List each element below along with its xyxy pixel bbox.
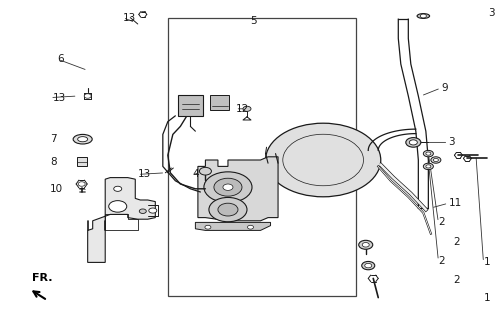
Circle shape <box>266 123 381 197</box>
Circle shape <box>431 157 441 163</box>
Circle shape <box>223 184 233 190</box>
Text: 2: 2 <box>438 217 445 228</box>
Bar <box>77 157 87 166</box>
Text: 4: 4 <box>193 169 199 180</box>
Text: 11: 11 <box>448 198 461 208</box>
Circle shape <box>199 167 211 175</box>
Text: 13: 13 <box>138 169 151 180</box>
Text: 13: 13 <box>123 12 136 23</box>
Text: 2: 2 <box>453 236 460 247</box>
Text: 8: 8 <box>50 156 57 167</box>
Circle shape <box>433 158 438 162</box>
Circle shape <box>420 14 426 18</box>
Text: 3: 3 <box>448 137 455 148</box>
Circle shape <box>423 150 433 157</box>
Bar <box>210 95 229 110</box>
Text: 6: 6 <box>58 54 64 64</box>
Circle shape <box>406 138 421 147</box>
Circle shape <box>359 240 373 249</box>
Circle shape <box>114 186 122 191</box>
Circle shape <box>209 197 247 222</box>
Polygon shape <box>198 157 278 221</box>
Circle shape <box>426 152 431 155</box>
Text: 2: 2 <box>453 275 460 285</box>
Circle shape <box>365 263 372 268</box>
Circle shape <box>362 243 369 247</box>
Circle shape <box>218 203 238 216</box>
Circle shape <box>78 182 85 186</box>
Ellipse shape <box>73 134 92 144</box>
Circle shape <box>139 209 146 213</box>
Text: 5: 5 <box>249 16 257 26</box>
Circle shape <box>426 165 431 168</box>
Text: FR.: FR. <box>32 273 52 283</box>
Circle shape <box>362 261 375 270</box>
Polygon shape <box>88 178 155 262</box>
Text: 1: 1 <box>483 257 490 268</box>
Circle shape <box>423 163 433 170</box>
Text: 10: 10 <box>50 184 63 194</box>
Bar <box>178 95 203 116</box>
Circle shape <box>149 208 157 213</box>
Text: 13: 13 <box>53 92 66 103</box>
Circle shape <box>214 178 242 196</box>
Circle shape <box>205 225 211 229</box>
Circle shape <box>247 225 254 229</box>
Text: 3: 3 <box>488 8 495 18</box>
Circle shape <box>204 172 252 203</box>
Text: 9: 9 <box>441 83 447 93</box>
Text: 2: 2 <box>438 256 445 266</box>
Text: 7: 7 <box>50 134 57 144</box>
Text: 1: 1 <box>483 292 490 303</box>
Ellipse shape <box>417 14 429 19</box>
Ellipse shape <box>78 137 88 142</box>
Circle shape <box>243 106 251 111</box>
Bar <box>168 18 356 296</box>
Circle shape <box>409 140 417 145</box>
Polygon shape <box>195 222 271 230</box>
Circle shape <box>109 201 127 212</box>
Circle shape <box>84 94 91 98</box>
Text: 12: 12 <box>235 104 248 114</box>
